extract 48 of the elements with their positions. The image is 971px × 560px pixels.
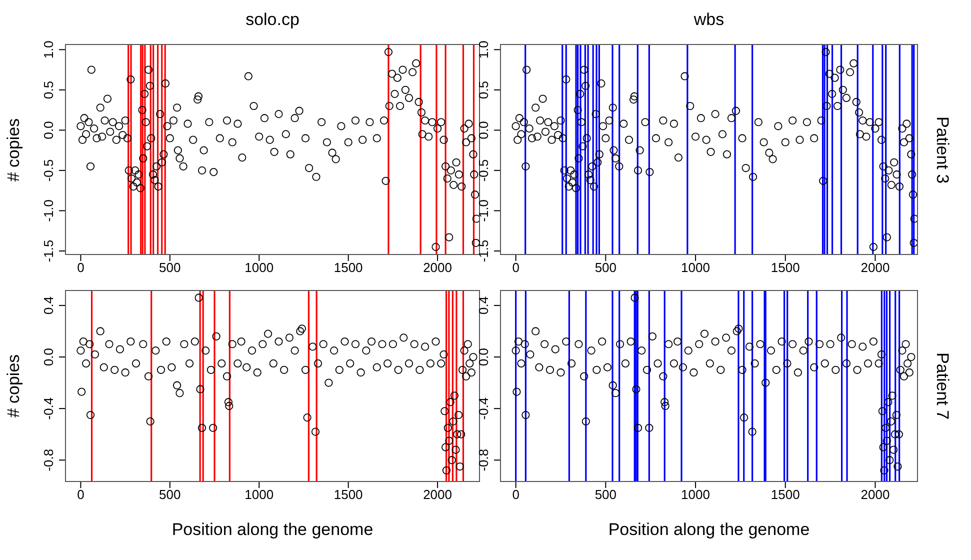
- x-tick-label: 2000: [423, 487, 452, 502]
- y-tick-label: 0.4: [41, 296, 56, 314]
- y-tick-label: 0.0: [41, 348, 56, 366]
- x-tick-label: 500: [594, 260, 617, 276]
- y-tick-label: 1.0: [41, 40, 56, 59]
- x-tick-label: 1500: [770, 260, 800, 276]
- x-tick-label: 1000: [244, 487, 274, 502]
- x-tick-label: 1500: [770, 487, 800, 502]
- y-tick-label: 0.0: [41, 121, 56, 140]
- chart-title: solo.cp: [244, 10, 300, 30]
- y-tick-label: 0.0: [476, 121, 491, 140]
- y-tick-label: -0.8: [41, 448, 56, 472]
- y-tick-label: -0.4: [476, 397, 491, 420]
- x-tick-label: 2000: [860, 487, 890, 502]
- y-tick-label: 1.0: [476, 40, 491, 59]
- text: Patient 7: [932, 352, 952, 420]
- x-tick-label: 500: [594, 487, 617, 502]
- x-tick-label: 1000: [681, 487, 710, 502]
- x-tick-label: 2000: [423, 260, 452, 276]
- y-tick-label: -1.5: [41, 240, 56, 262]
- x-tick-label: 0: [77, 260, 84, 276]
- y-tick-label: -0.5: [476, 159, 491, 182]
- y-tick-label: -1.5: [476, 240, 491, 262]
- y-tick-label: 0.0: [476, 348, 491, 366]
- y-tick-label: -1.0: [41, 200, 56, 222]
- x-tick-label: 0: [77, 487, 84, 502]
- y-tick-label: 0.5: [41, 80, 56, 99]
- x-tick-label: 1000: [681, 260, 710, 276]
- y-tick-label: 0.4: [476, 296, 491, 314]
- y-tick-label: -0.5: [41, 159, 56, 182]
- x-axis-title: Position along the genome: [607, 520, 811, 540]
- y-tick-label: -1.0: [476, 200, 491, 222]
- y-axis-title: # copies: [4, 118, 24, 182]
- y-axis-title: # copies: [4, 354, 24, 418]
- chart-title: wbs: [692, 10, 726, 30]
- text: Patient 3: [932, 116, 952, 184]
- x-tick-label: 0: [512, 487, 520, 502]
- y-tick-label: -0.4: [41, 397, 56, 420]
- x-tick-label: 1500: [334, 260, 363, 276]
- x-tick-label: 1000: [244, 260, 274, 276]
- y-tick-label: -0.8: [476, 448, 491, 472]
- x-axis-title: Position along the genome: [170, 520, 374, 540]
- x-tick-label: 1500: [334, 487, 363, 502]
- x-tick-label: 0: [512, 260, 520, 276]
- x-tick-label: 500: [159, 487, 181, 502]
- y-tick-label: 0.5: [476, 80, 491, 99]
- x-tick-label: 2000: [860, 260, 890, 276]
- x-tick-label: 500: [159, 260, 181, 276]
